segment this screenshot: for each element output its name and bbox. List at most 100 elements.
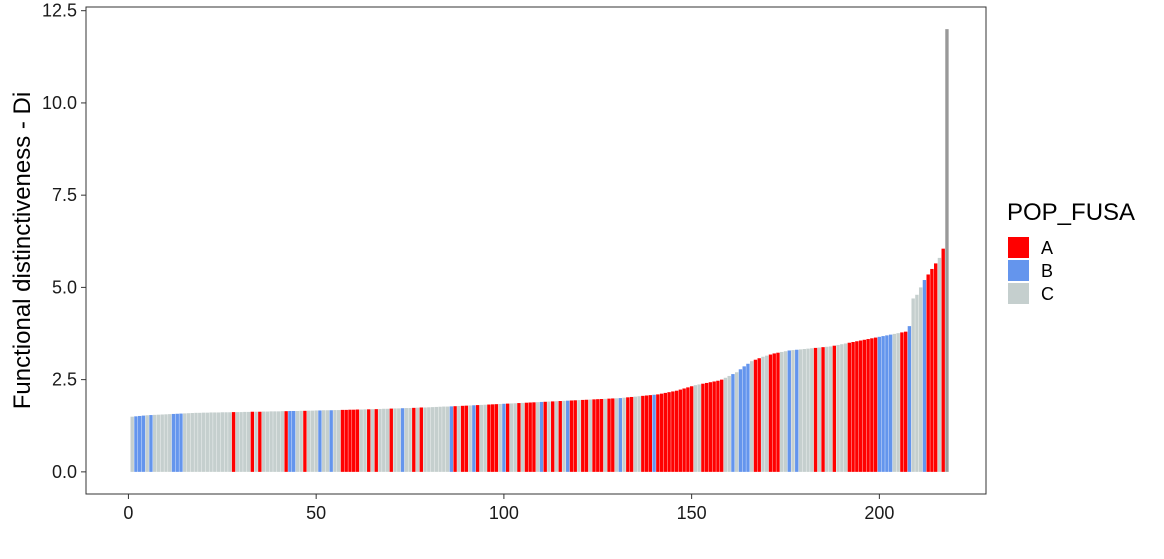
bar-53 [325,410,330,472]
bar-49 [310,410,315,472]
bar-33 [250,411,255,472]
bar-94 [479,404,484,472]
bar-96 [487,404,491,472]
bar-28 [231,412,236,472]
bar-83 [438,406,442,472]
bar-42 [284,411,288,472]
bar-134 [629,396,634,472]
bar-140 [652,394,656,472]
bar-141 [656,394,660,472]
legend-label-c: C [1041,284,1054,304]
bar-171 [768,354,773,472]
bar-37 [265,411,270,472]
bar-62 [359,409,363,472]
bar-193 [851,342,855,472]
bar-32 [246,411,251,472]
bar-105 [520,402,525,472]
bar-174 [780,351,784,472]
bar-153 [701,383,705,472]
bar-4 [141,415,146,472]
bar-119 [573,400,577,472]
bar-133 [626,397,630,472]
bar-13 [175,413,179,472]
bar-43 [288,410,292,472]
bar-128 [607,398,611,472]
bar-125 [596,399,600,472]
bar-184 [817,347,821,472]
bar-6 [149,415,153,472]
bar-206 [900,332,904,472]
bar-182 [810,348,814,472]
bar-41 [280,411,285,472]
bar-47 [303,410,307,472]
bar-116 [562,400,566,472]
bar-118 [569,400,574,472]
bar-151 [693,385,698,472]
bar-74 [404,408,408,472]
bar-218 [945,29,949,472]
bar-117 [566,400,570,472]
bar-93 [475,405,480,472]
bar-108 [532,402,536,472]
bar-164 [742,366,746,472]
bar-201 [881,336,885,472]
bar-163 [738,369,743,472]
x-tick-label: 100 [489,503,519,523]
bar-207 [903,331,908,472]
bar-39 [273,411,277,472]
bar-10 [164,414,168,472]
x-tick-label: 0 [123,503,133,523]
bar-98 [494,404,499,472]
x-axis: 0 50 100 150 200 [123,494,894,523]
bar-82 [434,406,438,472]
bar-177 [791,350,795,472]
bar-57 [340,409,345,472]
bar-202 [885,335,889,472]
bar-27 [228,412,232,472]
y-tick-label: 2.5 [52,370,77,390]
bar-24 [216,412,221,472]
bar-176 [787,350,791,472]
bar-86 [449,406,454,472]
bar-100 [502,403,506,472]
bar-112 [547,401,551,472]
bar-87 [453,406,457,472]
bar-85 [445,406,450,472]
bar-16 [186,413,191,472]
y-axis-title: Functional distinctiveness - Di [9,92,36,409]
bar-161 [731,374,735,472]
bar-168 [757,358,761,472]
bar-167 [753,359,758,472]
bar-148 [682,388,686,472]
legend-key-b [1008,260,1029,281]
bar-129 [611,398,615,472]
bar-102 [509,403,514,472]
bar-40 [276,411,281,472]
bar-199 [873,337,878,472]
bar-173 [776,352,780,472]
bar-150 [689,386,694,472]
bar-72 [397,408,401,472]
bar-120 [577,400,581,472]
y-tick-label: 0.0 [52,462,77,482]
bar-115 [558,401,562,472]
bar-14 [179,413,183,472]
bar-127 [603,398,607,472]
x-tick-label: 200 [864,503,894,523]
bar-121 [581,399,585,472]
bar-77 [415,407,420,472]
bar-200 [877,336,882,472]
bar-58 [344,409,348,472]
bar-166 [750,361,754,472]
bar-198 [870,338,874,472]
bar-75 [408,408,412,472]
bar-203 [888,334,893,472]
bar-73 [400,408,405,472]
bar-169 [761,356,765,472]
bar-48 [306,410,311,472]
bar-165 [746,363,750,472]
bar-192 [847,342,852,472]
y-tick-label: 7.5 [52,185,77,205]
bar-156 [712,381,716,472]
